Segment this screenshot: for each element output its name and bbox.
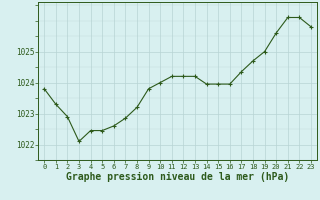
X-axis label: Graphe pression niveau de la mer (hPa): Graphe pression niveau de la mer (hPa)	[66, 172, 289, 182]
